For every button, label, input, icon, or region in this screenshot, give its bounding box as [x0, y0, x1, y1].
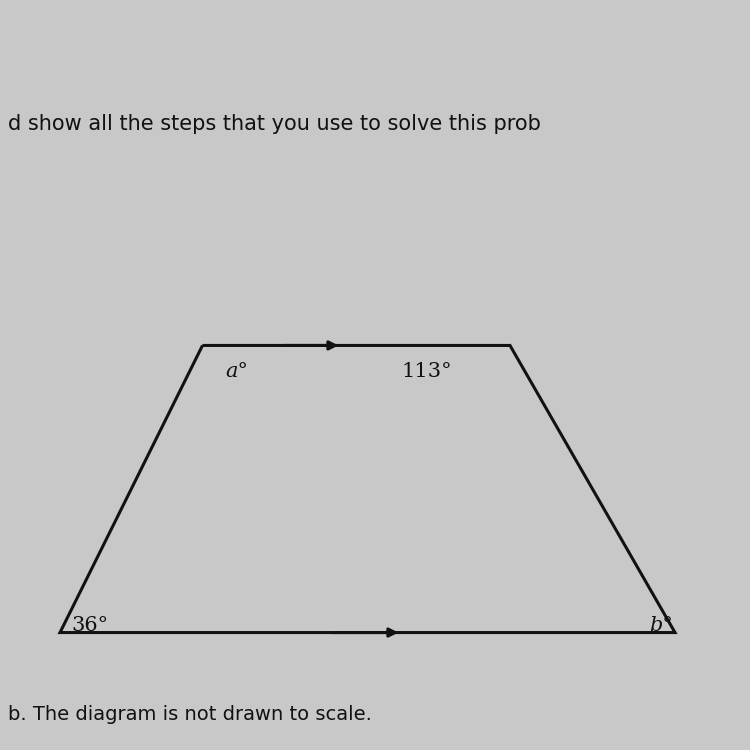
Text: b. The diagram is not drawn to scale.: b. The diagram is not drawn to scale.	[8, 705, 371, 724]
Text: 113°: 113°	[401, 362, 451, 381]
Text: d show all the steps that you use to solve this prob: d show all the steps that you use to sol…	[8, 114, 540, 134]
Text: b°: b°	[649, 616, 673, 635]
Text: a°: a°	[225, 362, 248, 381]
Text: 36°: 36°	[71, 616, 108, 635]
